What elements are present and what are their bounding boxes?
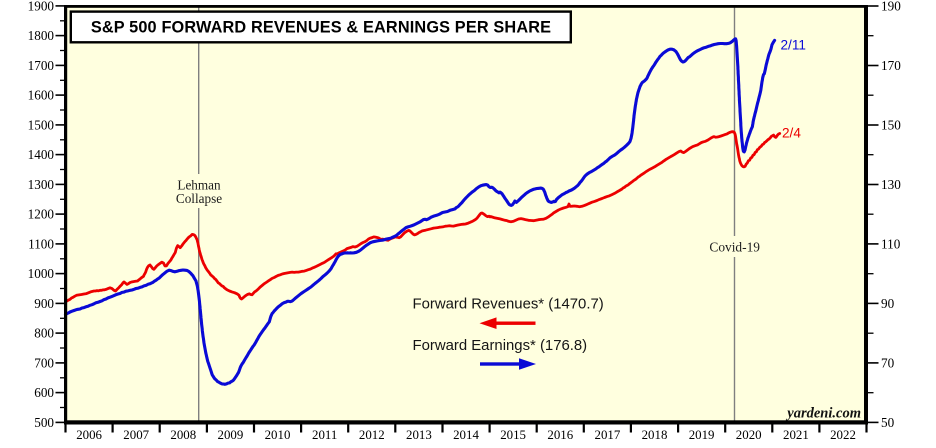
svg-text:1800: 1800	[28, 28, 55, 43]
svg-text:2012: 2012	[359, 428, 385, 442]
svg-text:130: 130	[881, 177, 901, 192]
svg-text:1500: 1500	[28, 117, 55, 132]
svg-text:2006: 2006	[76, 428, 102, 442]
svg-text:2011: 2011	[312, 428, 337, 442]
svg-text:2017: 2017	[595, 428, 621, 442]
svg-text:2015: 2015	[500, 428, 526, 442]
svg-text:2020: 2020	[736, 428, 762, 442]
svg-text:1400: 1400	[28, 147, 55, 162]
svg-text:70: 70	[881, 355, 895, 370]
svg-text:500: 500	[34, 415, 54, 430]
svg-text:2010: 2010	[265, 428, 291, 442]
svg-text:1100: 1100	[28, 236, 54, 251]
svg-text:2018: 2018	[642, 428, 668, 442]
svg-text:Forward Revenues* (1470.7): Forward Revenues* (1470.7)	[413, 297, 604, 313]
svg-text:170: 170	[881, 58, 901, 73]
svg-text:190: 190	[881, 0, 901, 13]
svg-text:2007: 2007	[123, 428, 149, 442]
svg-text:1900: 1900	[28, 0, 55, 13]
svg-text:2/4: 2/4	[782, 125, 801, 140]
svg-text:1700: 1700	[28, 58, 55, 73]
svg-text:2/11: 2/11	[781, 37, 806, 52]
svg-text:1200: 1200	[28, 207, 55, 222]
svg-text:2009: 2009	[218, 428, 244, 442]
svg-text:110: 110	[881, 236, 901, 251]
svg-text:1600: 1600	[28, 88, 55, 103]
svg-text:50: 50	[881, 415, 895, 430]
svg-text:2022: 2022	[830, 428, 856, 442]
svg-text:Covid-19: Covid-19	[709, 240, 760, 255]
svg-text:Lehman: Lehman	[177, 178, 221, 193]
svg-text:S&P 500 FORWARD REVENUES & EAR: S&P 500 FORWARD REVENUES & EARNINGS PER …	[91, 18, 551, 36]
svg-text:1000: 1000	[28, 266, 55, 281]
svg-text:2008: 2008	[170, 428, 196, 442]
svg-text:600: 600	[34, 385, 54, 400]
svg-text:Forward Earnings* (176.8): Forward Earnings* (176.8)	[413, 338, 588, 354]
svg-text:yardeni.com: yardeni.com	[785, 406, 861, 422]
svg-text:700: 700	[34, 355, 54, 370]
svg-text:2019: 2019	[689, 428, 715, 442]
svg-text:Collapse: Collapse	[176, 191, 222, 206]
svg-text:900: 900	[34, 296, 54, 311]
svg-text:2016: 2016	[547, 428, 573, 442]
svg-text:2021: 2021	[783, 428, 809, 442]
svg-text:2013: 2013	[406, 428, 432, 442]
svg-text:2014: 2014	[453, 428, 479, 442]
svg-text:90: 90	[881, 296, 895, 311]
svg-text:150: 150	[881, 117, 901, 132]
svg-text:800: 800	[34, 326, 54, 341]
svg-text:1300: 1300	[28, 177, 55, 192]
